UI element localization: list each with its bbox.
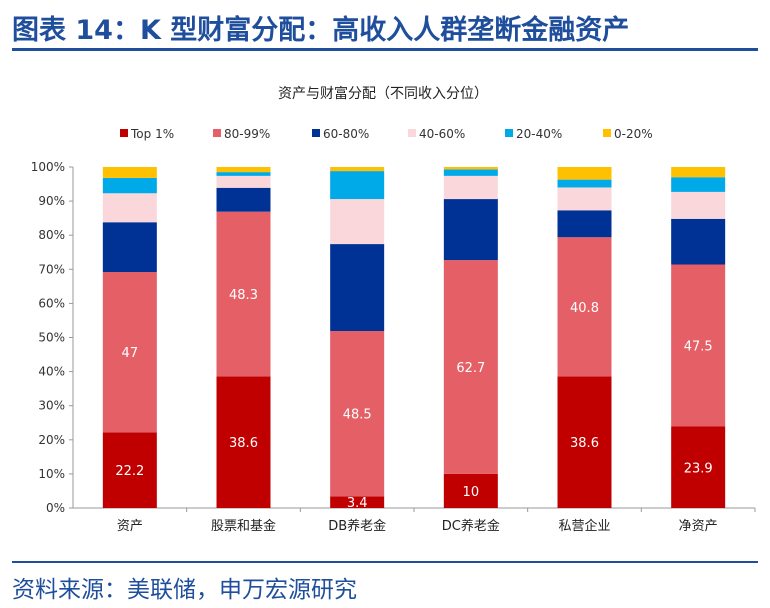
y-tick-label: 10% [38,467,65,481]
bar-segment [102,432,157,508]
legend-label: 60-80% [323,127,369,141]
legend-swatch [312,129,320,137]
bar-segment [671,167,726,178]
y-tick-label: 30% [38,399,65,413]
source-note: 资料来源：美联储，申万宏源研究 [12,577,357,603]
bar-segment [671,177,726,192]
x-tick-label: 股票和基金 [211,518,276,534]
bar-segment [216,376,271,508]
y-tick-label: 90% [38,194,65,208]
bar-segment [102,193,157,223]
data-label: 38.6 [570,436,599,451]
bar-segment [443,169,498,176]
bar-segment [330,244,385,332]
bar-segment [557,167,612,180]
bar-segment [330,199,385,245]
title-divider [12,48,758,51]
bar-segment [671,426,726,508]
data-label: 38.6 [229,436,258,451]
bar-segment [557,237,612,377]
bar-segment [102,167,157,178]
y-tick-label: 60% [38,296,65,310]
legend-label: 0-20% [614,127,653,141]
x-tick-label: 资产 [117,519,143,534]
chart-title: 资产与财富分配（不同收入分位） [278,85,488,102]
x-tick-label: 私营企业 [558,518,610,534]
page-title: 图表 14：K 型财富分配：高收入人群垄断金融资产 [12,15,630,46]
bar-segment [216,211,271,377]
bar-segment [557,187,612,211]
legend-swatch [213,129,221,137]
stacked-bar-chart: 资产与财富分配（不同收入分位） Top 1% 80-99% 60-80% 40-60% 2… [31,85,756,534]
legend-label: 80-99% [224,127,270,141]
bar-segment [557,210,612,238]
bar-segment [216,187,271,212]
y-tick-label: 20% [38,433,65,447]
legend-swatch [505,129,513,137]
data-label: 3.4 [347,496,368,511]
bar-segment [330,171,385,200]
bar-segment [216,167,271,173]
legend-swatch [408,129,416,137]
x-tick-label: DB养老金 [328,518,386,534]
data-label: 62.7 [456,361,485,376]
bar-segment [330,167,385,172]
data-label: 47.5 [684,340,713,355]
legend-swatch [120,129,128,137]
bar-segment [216,175,271,188]
y-tick-label: 70% [38,262,65,276]
data-label: 22.2 [115,464,144,479]
data-label: 10 [463,485,480,500]
bar-segment [102,272,157,433]
x-tick-label: 净资产 [679,519,718,534]
bar-segment [671,218,726,265]
data-label: 40.8 [570,301,599,316]
data-label: 47 [122,346,139,361]
bar-segment [557,376,612,508]
bar-segment [102,177,157,194]
source-divider [12,561,758,563]
bar-segment [557,179,612,188]
y-tick-label: 50% [38,331,65,345]
y-tick-label: 0% [46,501,65,515]
y-tick-label: 80% [38,228,65,242]
legend-label: 20-40% [516,127,562,141]
legend-label: Top 1% [130,127,174,141]
bar-segment [330,496,385,508]
x-tick-label: DC养老金 [442,518,500,534]
legend-label: 40-60% [419,127,465,141]
bar-segment [443,199,498,261]
bar-segment [443,175,498,200]
bar-segment [443,167,498,170]
data-label: 48.5 [343,408,372,423]
data-label: 23.9 [684,461,713,476]
y-tick-label: 40% [38,365,65,379]
bar-segment [671,191,726,219]
bar-segment [330,331,385,497]
bar-segment [443,473,498,508]
bar-segment [216,172,271,176]
bar-segment [102,222,157,273]
data-label: 48.3 [229,288,258,303]
y-tick-label: 100% [31,160,65,174]
bar-segment [443,260,498,474]
legend-swatch [603,129,611,137]
bar-segment [671,264,726,427]
